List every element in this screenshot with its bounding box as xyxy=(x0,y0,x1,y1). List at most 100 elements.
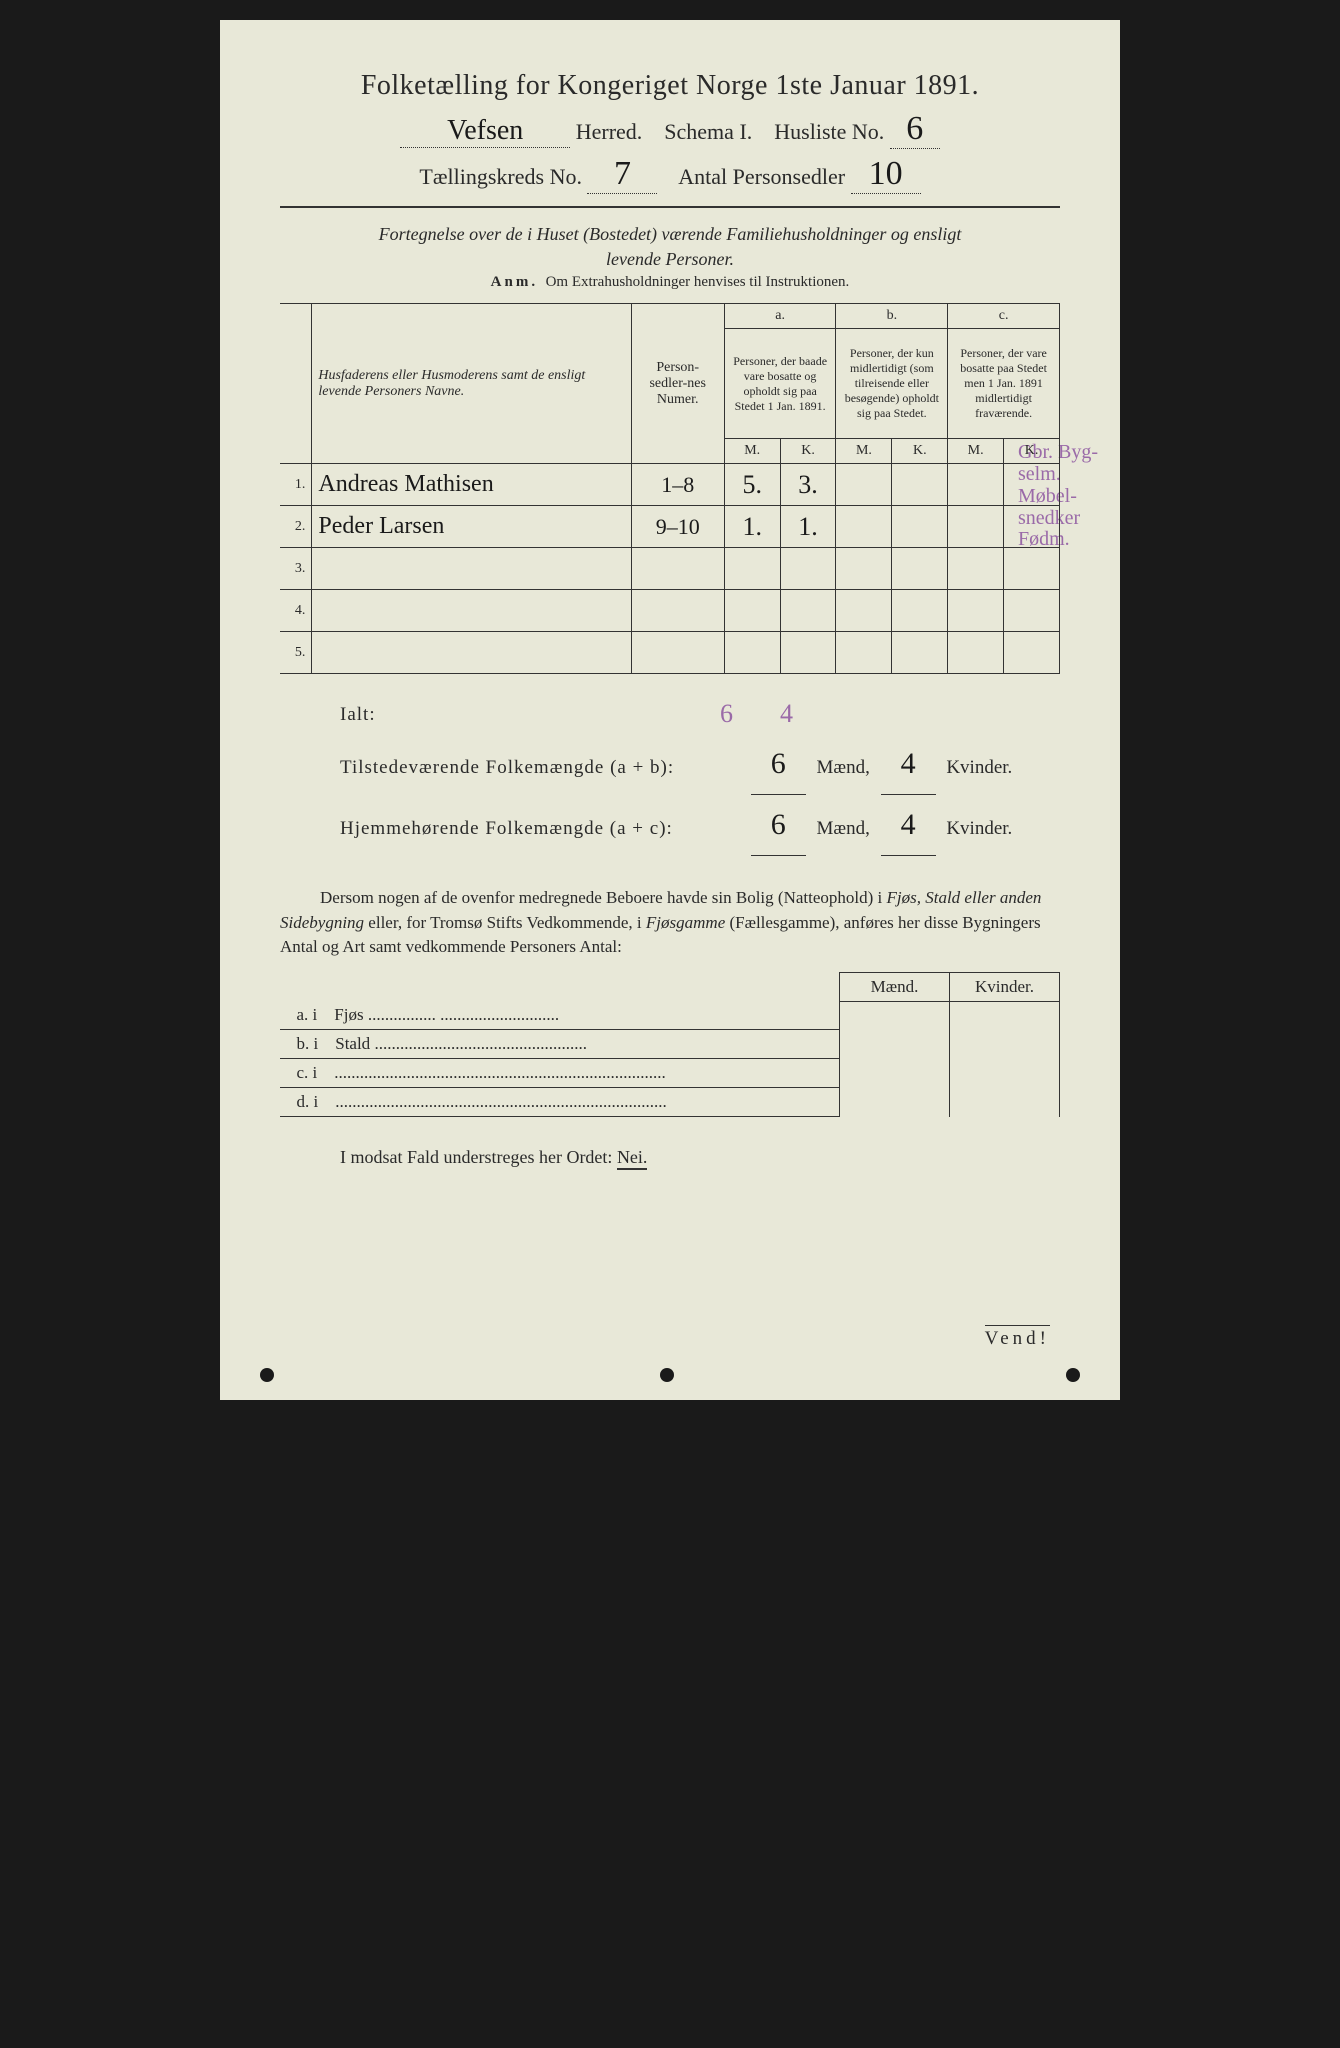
ialt-label: Ialt: xyxy=(340,696,376,734)
th-a-m: M. xyxy=(724,439,780,464)
table-row: 3. xyxy=(280,548,1060,590)
header-row-1: Vefsen Herred. Schema I. Husliste No. 6 xyxy=(280,110,1060,149)
row-b-m xyxy=(836,632,892,674)
row-b-m xyxy=(836,506,892,548)
th-a-k: K. xyxy=(780,439,836,464)
ialt-purple-4: 4 xyxy=(780,688,793,740)
building-row: d. i ...................................… xyxy=(280,1088,1060,1117)
ialt-row: Ialt: 6 4 xyxy=(340,696,1060,734)
building-row: b. i Stald .............................… xyxy=(280,1030,1060,1059)
row-num xyxy=(631,590,724,632)
row-a-k xyxy=(780,548,836,590)
building-row: a. i Fjøs ................ .............… xyxy=(280,1001,1060,1030)
row-c-m xyxy=(948,632,1004,674)
subtitle-line2: levende Personer. xyxy=(280,249,1060,270)
row-b-k xyxy=(892,548,948,590)
row-num xyxy=(631,548,724,590)
kvinder-label-1: Kvinder. xyxy=(946,757,1012,778)
row-c-k xyxy=(1004,632,1060,674)
th-num: Person-sedler-nes Numer. xyxy=(631,304,724,464)
lower-paragraph: Dersom nogen af de ovenfor medregnede Be… xyxy=(280,886,1060,960)
building-row-text: a. i Fjøs ................ .............… xyxy=(280,1001,840,1030)
building-row-text: c. i ...................................… xyxy=(280,1059,840,1088)
table-row: 4. xyxy=(280,590,1060,632)
row-num: 9–10 xyxy=(631,506,724,548)
row-name xyxy=(312,548,631,590)
row-c-m xyxy=(948,506,1004,548)
row-b-m xyxy=(836,464,892,506)
personsedler-label: Antal Personsedler xyxy=(678,164,845,189)
row-num: 1–8 xyxy=(631,464,724,506)
nei-pre: I modsat Fald understreges her Ordet: xyxy=(340,1147,617,1167)
row-c-m xyxy=(948,590,1004,632)
personsedler-value: 10 xyxy=(869,155,903,193)
th-name: Husfaderens eller Husmoderens samt de en… xyxy=(312,304,631,464)
present-label: Tilstedeværende Folkemængde (a + b): xyxy=(340,749,740,787)
ialt-block: Ialt: 6 4 Tilstedeværende Folkemængde (a… xyxy=(340,696,1060,856)
row-a-m xyxy=(724,548,780,590)
th-c-m: M. xyxy=(948,439,1004,464)
row-a-k: 1. xyxy=(780,506,836,548)
anm-label: Anm. xyxy=(491,274,538,290)
mk-kvinder: Kvinder. xyxy=(950,972,1060,1001)
row-a-m xyxy=(724,590,780,632)
row-name xyxy=(312,590,631,632)
building-table: Mænd. Kvinder. a. i Fjøs ...............… xyxy=(280,972,1060,1118)
resident-pop-row: Hjemmehørende Folkemængde (a + c): 6 Mæn… xyxy=(340,795,1060,856)
herred-value: Vefsen xyxy=(447,115,523,147)
vend-label: Vend! xyxy=(985,1325,1050,1350)
row-b-m xyxy=(836,548,892,590)
anm-text: Om Extrahusholdninger henvises til Instr… xyxy=(546,274,850,290)
husliste-label: Husliste No. xyxy=(774,119,884,144)
table-row: 1.Andreas Mathisen1–85.3. xyxy=(280,464,1060,506)
mk-maend: Mænd. xyxy=(840,972,950,1001)
th-c-k: K. xyxy=(1004,439,1060,464)
anm-line: Anm. Om Extrahusholdninger henvises til … xyxy=(280,274,1060,291)
nei-line: I modsat Fald understreges her Ordet: Ne… xyxy=(280,1147,1060,1168)
row-c-m xyxy=(948,548,1004,590)
building-maend xyxy=(840,1059,950,1088)
th-b-m: M. xyxy=(836,439,892,464)
row-c-k xyxy=(1004,464,1060,506)
household-table: Husfaderens eller Husmoderens samt de en… xyxy=(280,303,1060,674)
punch-hole-icon xyxy=(660,1368,674,1382)
building-kvinder xyxy=(950,1030,1060,1059)
row-a-m xyxy=(724,632,780,674)
row-a-m: 5. xyxy=(724,464,780,506)
subtitle-line1: Fortegnelse over de i Huset (Bostedet) v… xyxy=(280,224,1060,245)
herred-field: Vefsen xyxy=(400,115,570,148)
building-kvinder xyxy=(950,1059,1060,1088)
row-name: Peder Larsen xyxy=(312,506,631,548)
punch-hole-icon xyxy=(1066,1368,1080,1382)
herred-label: Herred. xyxy=(576,119,643,144)
th-c-label: c. xyxy=(948,304,1060,329)
kreds-value: 7 xyxy=(614,155,631,193)
present-k: 4 xyxy=(901,734,916,794)
maend-label-2: Mænd, xyxy=(817,818,870,839)
resident-k: 4 xyxy=(901,795,916,855)
th-a-label: a. xyxy=(724,304,836,329)
kreds-label: Tællingskreds No. xyxy=(419,164,582,189)
building-kvinder xyxy=(950,1088,1060,1117)
maend-label-1: Mænd, xyxy=(817,757,870,778)
page-title: Folketælling for Kongeriget Norge 1ste J… xyxy=(280,70,1060,102)
row-b-k xyxy=(892,590,948,632)
row-b-k xyxy=(892,506,948,548)
row-b-k xyxy=(892,464,948,506)
row-b-m xyxy=(836,590,892,632)
resident-m: 6 xyxy=(771,795,786,855)
th-b-label: b. xyxy=(836,304,948,329)
census-form-page: Folketælling for Kongeriget Norge 1ste J… xyxy=(220,20,1120,1400)
table-row: 5. xyxy=(280,632,1060,674)
row-b-k xyxy=(892,632,948,674)
row-number: 4. xyxy=(280,590,312,632)
husliste-field: 6 xyxy=(890,110,940,149)
th-a-text: Personer, der baade vare bosatte og opho… xyxy=(724,329,836,439)
row-name xyxy=(312,632,631,674)
punch-hole-icon xyxy=(260,1368,274,1382)
row-number: 1. xyxy=(280,464,312,506)
row-a-k: 3. xyxy=(780,464,836,506)
schema-label: Schema I. xyxy=(664,119,752,144)
ialt-purple-6: 6 xyxy=(720,688,733,740)
building-maend xyxy=(840,1030,950,1059)
